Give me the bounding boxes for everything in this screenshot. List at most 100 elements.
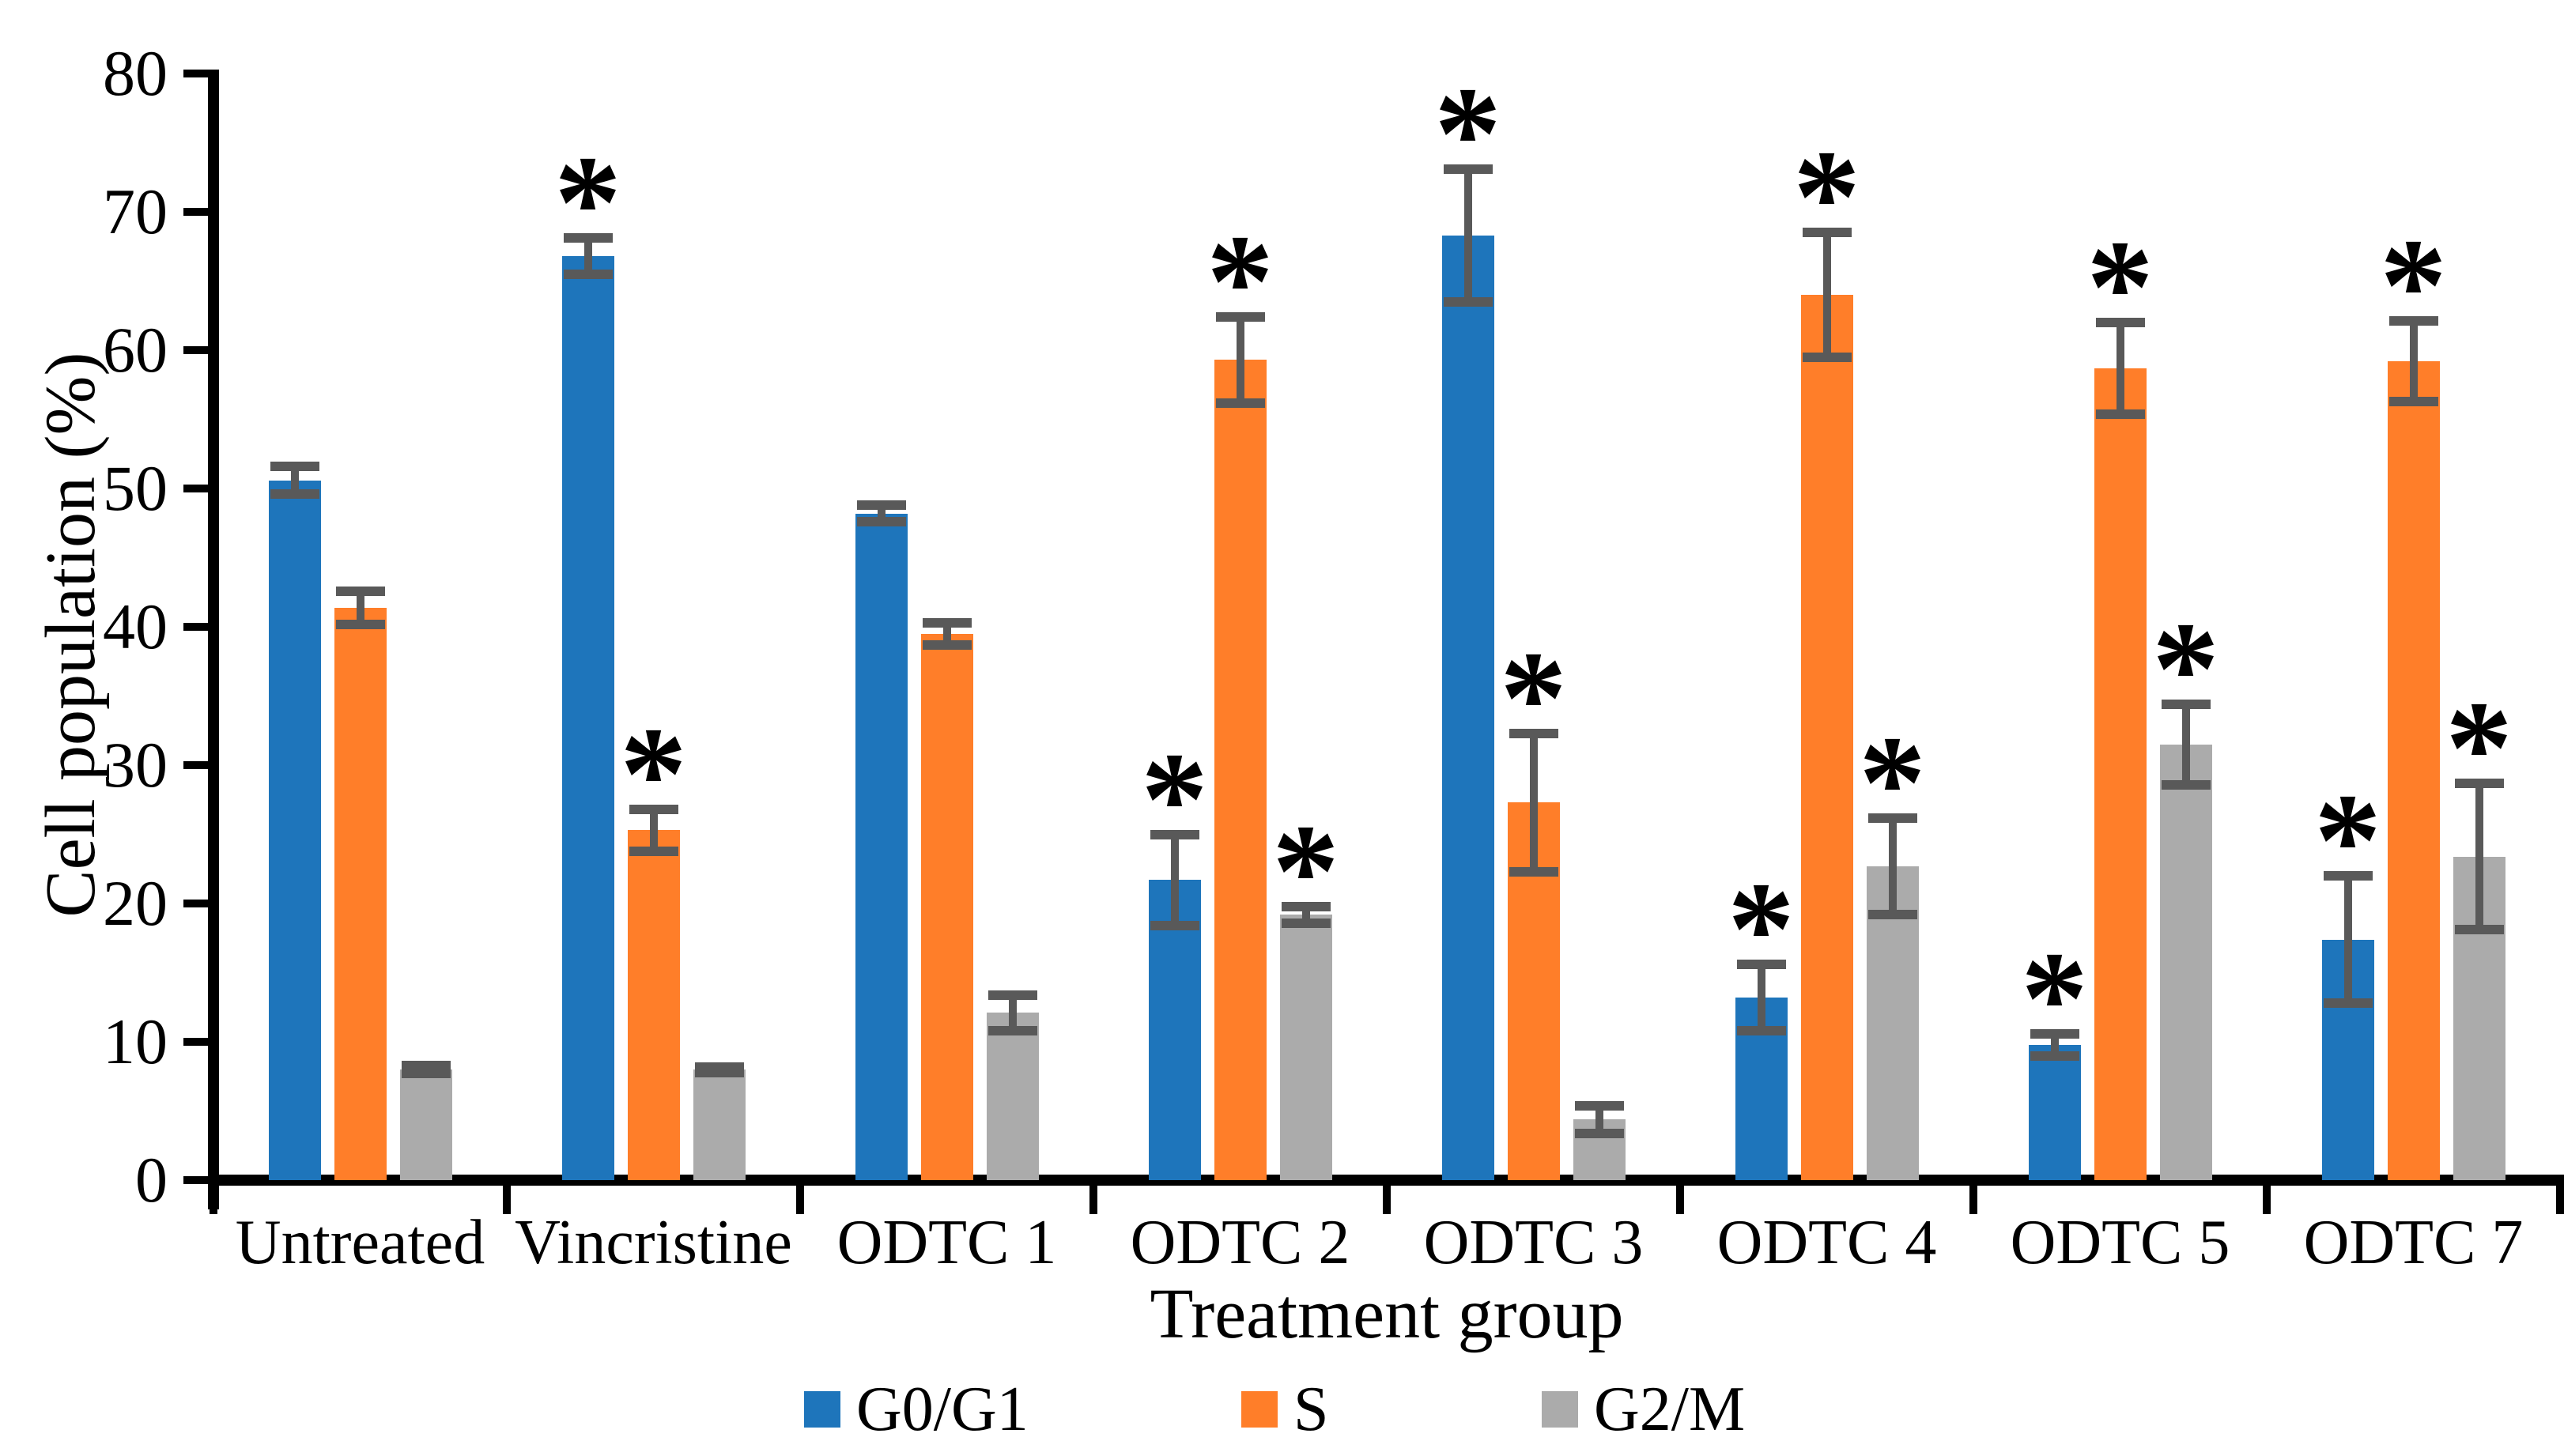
x-category-label: ODTC 3 — [1423, 1208, 1644, 1277]
bar-s-1 — [627, 830, 680, 1180]
error-bar-cap-bottom — [401, 1069, 451, 1079]
error-bar-cap-top — [856, 500, 906, 510]
y-tick-label: 0 — [135, 1144, 168, 1216]
significance-asterisk: * — [2086, 213, 2154, 361]
bar-s-5 — [1800, 295, 1853, 1180]
bar-g2m-1 — [693, 1069, 746, 1180]
y-tick — [183, 208, 213, 216]
error-bar-cap-top — [987, 990, 1037, 1000]
x-tick — [1383, 1175, 1391, 1214]
y-tick — [183, 1176, 213, 1184]
y-tick-label: 70 — [103, 175, 168, 247]
x-category-label: Untreated — [235, 1208, 485, 1277]
error-bar-cap-bottom — [1443, 296, 1493, 307]
error-bar-cap-bottom — [2095, 409, 2145, 419]
error-bar-cap-top — [1574, 1100, 1624, 1111]
bar-g2m-3 — [1279, 915, 1332, 1180]
legend-label: S — [1293, 1375, 1329, 1444]
error-bar-line — [1757, 964, 1765, 1031]
error-bar-line — [1822, 232, 1831, 357]
y-tick — [183, 900, 213, 907]
significance-asterisk: * — [1434, 58, 1501, 208]
significance-asterisk: * — [1272, 796, 1339, 945]
error-bar-line — [1529, 733, 1538, 872]
error-bar-cap-top — [922, 617, 972, 628]
bar-s-3 — [1214, 360, 1267, 1180]
error-bar-line — [2343, 876, 2352, 1003]
error-bar-cap-bottom — [1574, 1128, 1624, 1138]
y-axis-line — [208, 70, 219, 1209]
bar-s-0 — [334, 607, 387, 1180]
x-tick — [2556, 1175, 2564, 1214]
legend-swatch-g0g1 — [804, 1391, 840, 1428]
error-bar-line — [1595, 1105, 1603, 1133]
y-tick — [183, 623, 213, 631]
y-tick — [183, 70, 213, 77]
significance-asterisk: * — [2314, 766, 2381, 915]
legend-item-s: S — [1241, 1378, 1329, 1441]
x-tick — [210, 1175, 217, 1214]
error-bar-line — [2409, 321, 2418, 402]
legend-label: G2/M — [1594, 1375, 1746, 1444]
error-bar-cap-top — [1867, 813, 1917, 823]
error-bar-line — [2116, 323, 2124, 414]
error-bar-cap-bottom — [1509, 866, 1558, 877]
bar-g0g1-6 — [2028, 1044, 2081, 1180]
error-bar-cap-bottom — [1150, 921, 1199, 930]
y-tick-label: 50 — [103, 452, 168, 524]
error-bar-cap-top — [270, 462, 319, 471]
x-tick — [1969, 1175, 1977, 1214]
legend-swatch-g2m — [1542, 1391, 1578, 1428]
bar-g0g1-0 — [268, 480, 321, 1180]
significance-asterisk: * — [1859, 707, 1926, 857]
legend-item-g2m: G2/M — [1542, 1378, 1745, 1441]
error-bar-cap-bottom — [694, 1067, 744, 1077]
significance-asterisk: * — [2445, 673, 2513, 822]
error-bar-cap-top — [2388, 316, 2438, 326]
error-bar-cap-bottom — [987, 1026, 1037, 1035]
error-bar-line — [356, 590, 364, 624]
significance-asterisk: * — [1728, 854, 1795, 1003]
error-bar-cap-top — [2323, 871, 2373, 881]
y-tick-label: 20 — [103, 867, 168, 939]
legend-label: G0/G1 — [856, 1375, 1029, 1444]
bar-s-2 — [920, 633, 973, 1180]
error-bar-cap-bottom — [2454, 925, 2504, 935]
y-tick-label: 60 — [103, 314, 168, 386]
error-bar-cap-top — [1443, 164, 1493, 174]
error-bar-cap-bottom — [1281, 918, 1331, 928]
error-bar-cap-top — [335, 586, 385, 596]
x-tick — [796, 1175, 804, 1214]
significance-asterisk: * — [1206, 207, 1274, 356]
error-bar-cap-bottom — [1802, 352, 1852, 362]
error-bar-cap-top — [2095, 318, 2145, 327]
error-bar-line — [649, 809, 658, 851]
error-bar-cap-top — [1736, 960, 1786, 969]
error-bar-line — [1463, 168, 1472, 302]
x-tick — [2263, 1175, 2271, 1214]
error-bar-line — [2181, 704, 2190, 785]
significance-asterisk: * — [2152, 594, 2219, 743]
error-bar-cap-bottom — [1867, 910, 1917, 919]
error-bar-cap-bottom — [2161, 779, 2211, 790]
error-bar-cap-top — [563, 233, 613, 243]
error-bar-line — [2050, 1033, 2059, 1056]
bar-s-7 — [2387, 361, 2440, 1180]
error-bar-line — [1301, 906, 1310, 923]
y-tick — [183, 1038, 213, 1046]
error-bar-cap-top — [2030, 1028, 2079, 1039]
x-tick — [1676, 1175, 1684, 1214]
x-category-label: Vincristine — [515, 1208, 792, 1277]
error-bar-cap-top — [1281, 901, 1331, 911]
error-bar-cap-bottom — [1736, 1026, 1786, 1035]
y-tick-label: 80 — [103, 37, 168, 109]
bar-g2m-6 — [2159, 744, 2212, 1180]
bar-g0g1-4 — [1441, 235, 1494, 1180]
significance-asterisk: * — [2380, 211, 2447, 360]
error-bar-cap-bottom — [1215, 398, 1265, 408]
x-category-label: ODTC 1 — [836, 1208, 1057, 1277]
bar-g2m-0 — [399, 1069, 452, 1180]
error-bar-line — [290, 466, 299, 494]
significance-asterisk: * — [620, 700, 687, 848]
